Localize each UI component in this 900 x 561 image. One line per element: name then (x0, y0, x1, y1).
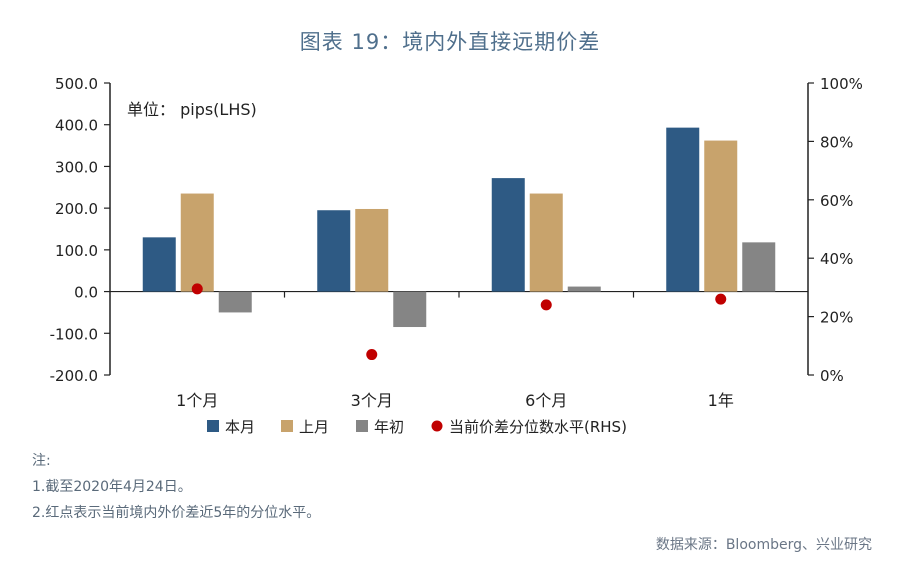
left-tick-label: 400.0 (55, 117, 98, 135)
percentile-point-3个月 (366, 349, 378, 361)
left-tick-label: 200.0 (55, 200, 98, 218)
legend-swatch-本月 (207, 420, 219, 432)
bar-年初-3个月 (393, 291, 427, 328)
bar-本月-1年 (666, 127, 700, 292)
bar-上月-1个月 (180, 193, 214, 292)
legend-swatch-上月 (281, 420, 293, 432)
unit-label: 单位： pips(LHS) (127, 100, 257, 119)
left-tick-label: -200.0 (50, 367, 98, 385)
bar-本月-3个月 (317, 210, 351, 292)
legend-swatch-年初 (356, 420, 368, 432)
bar-上月-1年 (704, 140, 738, 292)
legend-label: 上月 (299, 418, 329, 436)
left-tick-label: -100.0 (50, 325, 98, 343)
category-label: 6个月 (525, 391, 567, 410)
source-text: 数据来源：Bloomberg、兴业研究 (655, 537, 872, 553)
percentile-point-6个月 (540, 299, 552, 311)
legend-label: 年初 (374, 418, 404, 436)
legend-swatch-percentile (431, 420, 443, 432)
left-tick-label: 300.0 (55, 158, 98, 176)
right-tick-label: 100% (820, 75, 863, 93)
bar-年初-6个月 (567, 286, 601, 292)
left-tick-label: 500.0 (55, 75, 98, 93)
bar-上月-6个月 (529, 193, 563, 292)
note-line-2: 2.红点表示当前境内外价差近5年的分位水平。 (32, 505, 321, 521)
right-tick-label: 80% (820, 133, 853, 151)
category-label: 3个月 (351, 391, 393, 410)
right-tick-label: 60% (820, 192, 853, 210)
percentile-point-1年 (715, 293, 727, 305)
left-tick-label: 0.0 (74, 284, 98, 302)
note-line-1: 1.截至2020年4月24日。 (32, 479, 192, 495)
legend-label: 本月 (225, 418, 255, 436)
right-tick-label: 40% (820, 250, 853, 268)
left-tick-label: 100.0 (55, 242, 98, 260)
bar-本月-1个月 (142, 237, 176, 292)
bar-年初-1年 (742, 242, 776, 292)
chart-canvas: -200.0 -100.0 0.0 100.0 200.0 300.0 400.0 500.0… (50, 75, 863, 436)
chart-title: 图表 19：境内外直接远期价差 (299, 30, 601, 54)
legend-label: 当前价差分位数水平(RHS) (449, 418, 627, 436)
percentile-point-1个月 (191, 283, 203, 295)
bar-上月-3个月 (355, 208, 389, 292)
category-label: 1个月 (176, 391, 218, 410)
right-tick-label: 0% (820, 367, 844, 385)
right-tick-label: 20% (820, 309, 853, 327)
bar-年初-1个月 (218, 291, 252, 313)
note-heading: 注: (32, 453, 51, 469)
bar-本月-6个月 (491, 178, 525, 292)
category-label: 1年 (708, 391, 734, 410)
